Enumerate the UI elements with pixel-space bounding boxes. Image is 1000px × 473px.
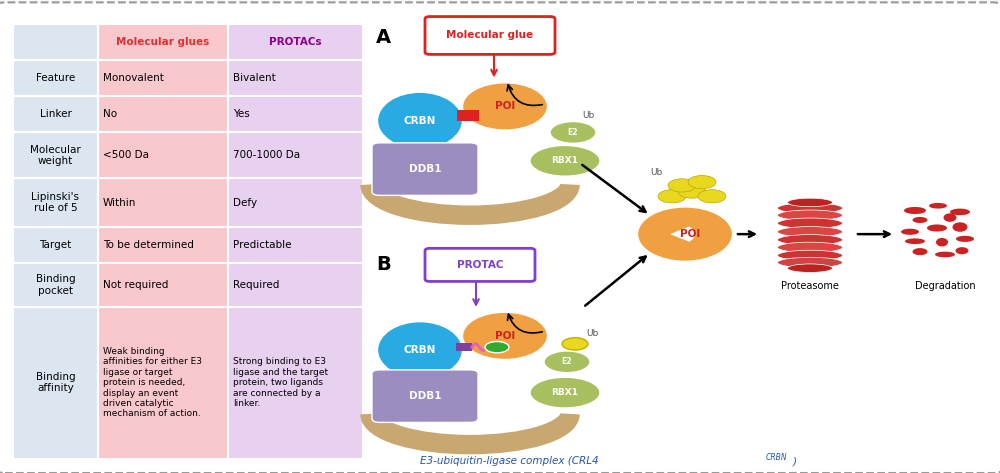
Text: E2: E2	[562, 357, 572, 367]
Text: Target: Target	[39, 240, 72, 250]
Text: Weak binding
affinities for either E3
ligase or target
protein is needed,
displa: Weak binding affinities for either E3 li…	[103, 347, 202, 418]
Circle shape	[688, 175, 716, 189]
Bar	[228, 227, 363, 263]
Ellipse shape	[927, 224, 947, 232]
Text: RBX1: RBX1	[552, 388, 578, 397]
Text: Proteasome: Proteasome	[781, 281, 839, 291]
Bar	[228, 263, 363, 307]
Text: Linker: Linker	[40, 109, 71, 119]
Text: E2: E2	[568, 128, 578, 137]
Ellipse shape	[462, 312, 548, 359]
Circle shape	[668, 179, 696, 192]
Ellipse shape	[905, 238, 925, 244]
Text: Yes: Yes	[233, 109, 250, 119]
Bar	[228, 60, 363, 96]
Ellipse shape	[778, 218, 842, 228]
Bar	[13, 227, 98, 263]
FancyBboxPatch shape	[372, 143, 478, 195]
Text: Ub: Ub	[582, 111, 594, 121]
Ellipse shape	[530, 377, 600, 408]
Bar	[98, 178, 228, 227]
Text: POI: POI	[495, 331, 515, 341]
Ellipse shape	[929, 203, 947, 209]
Text: Lipinski's
rule of 5: Lipinski's rule of 5	[32, 192, 80, 213]
Bar	[98, 227, 228, 263]
Text: Degradation: Degradation	[915, 281, 975, 291]
FancyBboxPatch shape	[372, 370, 478, 422]
Bar	[13, 263, 98, 307]
Text: PROTAC: PROTAC	[457, 260, 503, 270]
Text: Molecular glue: Molecular glue	[446, 30, 534, 41]
Text: CRBN: CRBN	[404, 345, 436, 355]
Bar	[98, 307, 228, 459]
Text: CUL4: CUL4	[453, 425, 483, 436]
Bar	[228, 24, 363, 60]
Bar	[13, 307, 98, 459]
Text: Predictable: Predictable	[233, 240, 292, 250]
Text: Bivalent: Bivalent	[233, 73, 276, 83]
Text: ): )	[793, 456, 797, 466]
Bar	[457, 110, 479, 121]
Ellipse shape	[788, 264, 832, 272]
Bar	[98, 24, 228, 60]
Ellipse shape	[378, 322, 462, 378]
Bar	[456, 343, 472, 351]
Ellipse shape	[904, 207, 926, 214]
Text: Binding
affinity: Binding affinity	[36, 372, 75, 394]
Ellipse shape	[778, 235, 842, 245]
Ellipse shape	[901, 228, 919, 235]
Bar	[13, 96, 98, 132]
Text: Strong binding to E3
ligase and the target
protein, two ligands
are connected by: Strong binding to E3 ligase and the targ…	[233, 358, 328, 408]
Ellipse shape	[950, 209, 970, 215]
Text: Molecular glues: Molecular glues	[116, 37, 210, 47]
Wedge shape	[670, 227, 695, 242]
Bar	[98, 263, 228, 307]
Ellipse shape	[378, 92, 462, 149]
Bar	[228, 96, 363, 132]
Circle shape	[562, 338, 588, 350]
Text: RBX1: RBX1	[552, 156, 578, 166]
Ellipse shape	[956, 236, 974, 242]
Text: Within: Within	[103, 198, 136, 208]
Bar	[13, 60, 98, 96]
Text: B: B	[376, 254, 391, 273]
Text: Not required: Not required	[103, 280, 168, 290]
Bar	[13, 24, 98, 60]
Text: POI: POI	[680, 229, 700, 239]
Text: CUL4: CUL4	[453, 196, 483, 206]
Ellipse shape	[778, 203, 842, 213]
Text: Feature: Feature	[36, 73, 75, 83]
Ellipse shape	[778, 250, 842, 261]
Circle shape	[544, 351, 590, 373]
Text: PROTACs: PROTACs	[269, 37, 322, 47]
FancyBboxPatch shape	[425, 17, 555, 54]
Text: DDB1: DDB1	[409, 164, 441, 175]
Text: Monovalent: Monovalent	[103, 73, 164, 83]
Ellipse shape	[788, 198, 832, 207]
Circle shape	[485, 342, 509, 353]
Ellipse shape	[935, 252, 955, 257]
Text: Ub: Ub	[650, 168, 662, 177]
Ellipse shape	[638, 207, 732, 261]
Text: Ub: Ub	[586, 329, 598, 338]
Ellipse shape	[912, 217, 928, 223]
Ellipse shape	[912, 248, 928, 255]
Ellipse shape	[936, 238, 948, 246]
Text: Required: Required	[233, 280, 279, 290]
Text: CRBN: CRBN	[404, 115, 436, 126]
Text: POI: POI	[495, 101, 515, 112]
Text: A: A	[376, 27, 391, 46]
Ellipse shape	[952, 222, 968, 232]
Text: <500 Da: <500 Da	[103, 150, 149, 160]
Text: E3-ubiquitin-ligase complex (CRL4: E3-ubiquitin-ligase complex (CRL4	[420, 456, 599, 466]
Text: 700-1000 Da: 700-1000 Da	[233, 150, 300, 160]
Ellipse shape	[944, 213, 956, 222]
Text: DDB1: DDB1	[409, 391, 441, 402]
Bar	[13, 132, 98, 178]
Text: No: No	[103, 109, 117, 119]
Bar	[228, 307, 363, 459]
FancyBboxPatch shape	[425, 248, 535, 281]
Bar	[228, 132, 363, 178]
Ellipse shape	[778, 257, 842, 268]
